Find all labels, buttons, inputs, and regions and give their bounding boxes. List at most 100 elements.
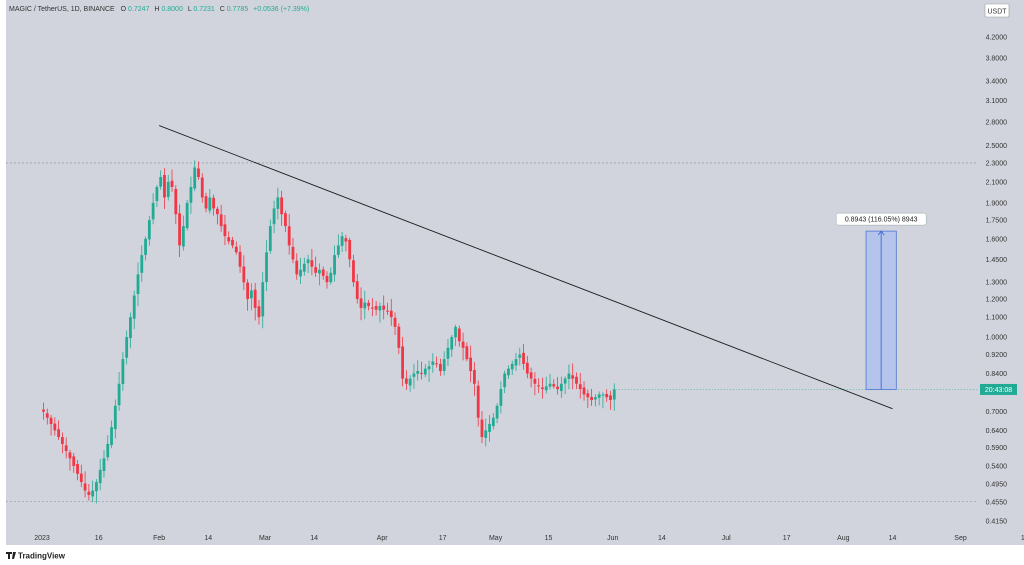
candle xyxy=(276,187,280,220)
candle-body xyxy=(45,413,49,418)
time-axis[interactable] xyxy=(6,527,1024,545)
price-axis[interactable] xyxy=(978,0,1024,527)
candle-body xyxy=(571,375,575,379)
candle-body xyxy=(416,371,420,374)
candle xyxy=(571,363,575,390)
candle xyxy=(593,394,597,407)
close-value: 0.7785 xyxy=(227,6,249,13)
candle xyxy=(287,214,291,255)
y-tick-label: 0.4150 xyxy=(986,519,1008,526)
candle xyxy=(559,376,563,398)
candle-body xyxy=(166,181,170,198)
measure-label: 0.8943 (116.05%) 8943 xyxy=(845,217,918,224)
candle xyxy=(442,351,446,376)
candle-body xyxy=(151,202,155,220)
candle xyxy=(284,210,287,233)
candle xyxy=(291,237,295,264)
plot-area[interactable] xyxy=(6,0,978,527)
candle-body xyxy=(219,214,223,227)
candle-body xyxy=(575,376,578,384)
measure-tool[interactable]: 0.8943 (116.05%) 8943 xyxy=(835,212,927,390)
candle-body xyxy=(238,251,242,267)
candle-body xyxy=(363,302,367,309)
candle xyxy=(412,363,416,389)
candle-body xyxy=(597,394,601,398)
trendline-group[interactable] xyxy=(159,125,893,410)
candle xyxy=(488,414,491,442)
candle xyxy=(215,206,219,225)
candle xyxy=(238,245,242,273)
candle xyxy=(567,364,571,390)
candle xyxy=(473,362,476,396)
candle-body xyxy=(280,197,284,215)
candle-body xyxy=(382,305,386,310)
candle-body xyxy=(408,378,412,386)
candle xyxy=(49,414,53,436)
candle-body xyxy=(117,383,121,406)
candle-body xyxy=(57,429,61,438)
candle xyxy=(125,330,129,365)
currency-button[interactable]: USDT xyxy=(984,3,1010,18)
candle-body xyxy=(393,317,397,327)
candle xyxy=(200,173,204,203)
candle-body xyxy=(567,373,571,379)
candle-body xyxy=(83,483,87,491)
x-tick-label: 18 xyxy=(1021,535,1024,542)
candle xyxy=(265,240,268,291)
candle-body xyxy=(113,405,117,430)
candle xyxy=(227,231,231,245)
x-tick-label: 14 xyxy=(658,535,666,542)
candle xyxy=(325,271,329,289)
candle-body xyxy=(129,317,132,339)
candle-body xyxy=(223,224,227,237)
candle-body xyxy=(427,366,431,370)
candle-body xyxy=(442,359,446,371)
y-tick-label: 0.5400 xyxy=(986,463,1008,470)
candle-body xyxy=(544,386,548,391)
candle xyxy=(129,312,132,349)
candle-body xyxy=(197,168,200,178)
candle-body xyxy=(234,246,238,253)
candle-body xyxy=(306,259,310,264)
candle xyxy=(306,254,310,274)
candle-body xyxy=(344,238,348,242)
x-tick-label: 16 xyxy=(95,535,103,542)
y-tick-label: 0.8400 xyxy=(986,371,1008,378)
y-tick-label: 0.7000 xyxy=(986,409,1008,416)
candle-body xyxy=(465,346,469,360)
candle xyxy=(389,298,393,326)
high-label: H xyxy=(154,6,159,13)
candle xyxy=(393,312,397,335)
candle-body xyxy=(231,239,234,246)
y-tick-label: 1.4500 xyxy=(986,257,1008,264)
candle-body xyxy=(435,363,439,365)
y-tick-label: 0.4950 xyxy=(986,482,1008,489)
trendline[interactable] xyxy=(159,125,893,410)
candle-body xyxy=(121,359,125,385)
candle xyxy=(503,370,507,394)
candle xyxy=(110,420,113,449)
candle xyxy=(280,190,284,226)
candle xyxy=(416,360,420,381)
y-tick-label: 1.6000 xyxy=(986,236,1008,243)
candle xyxy=(609,390,612,410)
candle-body xyxy=(284,213,287,227)
candle-body xyxy=(159,177,163,187)
candle xyxy=(163,168,166,209)
tradingview-logo[interactable]: TradingView xyxy=(6,552,66,561)
candle-body xyxy=(329,272,333,283)
x-axis-ticks: 2023 16 Feb 14 Mar 14 Apr 17 May 15 Jun 14 Jul 17 Aug 1… xyxy=(34,535,1024,542)
candle-body xyxy=(378,306,382,311)
candle-body xyxy=(548,383,552,387)
candle xyxy=(450,335,454,357)
candle-body xyxy=(204,196,208,209)
change-value: +0.0536 (+7.39%) xyxy=(253,6,309,13)
candle xyxy=(113,399,117,439)
candle-body xyxy=(389,310,393,318)
candle xyxy=(401,336,404,387)
candle-body xyxy=(370,307,374,309)
candle xyxy=(76,460,79,481)
candle xyxy=(386,302,389,316)
candle xyxy=(83,471,87,498)
